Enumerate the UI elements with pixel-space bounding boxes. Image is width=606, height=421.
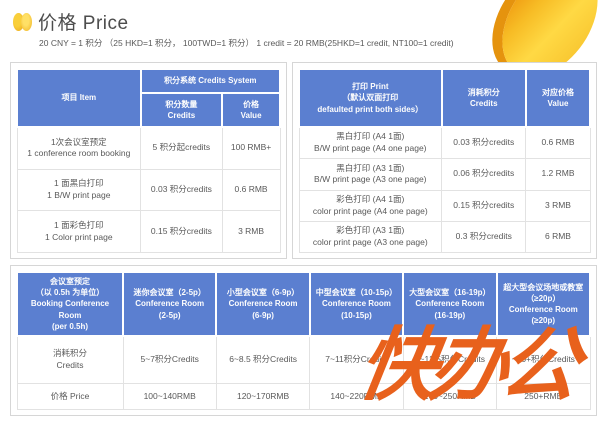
item-cell: 黑白打印 (A4 1面) B/W print page (A4 one page… <box>298 126 443 160</box>
value-cell: 1.2 RMB <box>525 158 591 191</box>
coin-back-icon <box>13 13 24 31</box>
item-cell: 彩色打印 (A3 1面) color print page (A3 one pa… <box>298 220 443 254</box>
col-header-booking: 会议室预定 （以 0.5h 为单位） Booking Conference Ro… <box>16 271 124 337</box>
item-cell: 1 面彩色打印 1 Color print page <box>16 210 142 253</box>
credits-cell: ~20+积分Credits <box>496 335 591 385</box>
credits-cell: 0.15 积分credits <box>441 189 527 222</box>
col-header-room-16-19p: 大型会议室（16-19p） Conference Room (16-19p) <box>402 271 498 337</box>
price-cell: 120~170RMB <box>215 383 311 410</box>
table-row: 1 面黑白打印 1 B/W print page 0.03 积分credits … <box>16 168 281 212</box>
col-header-credits-system: 积分系统 Credits System <box>139 68 282 94</box>
credits-cell: 6~8.5 积分Credits <box>215 335 311 385</box>
col-header-print: 打印 Print （默认双面打印 defaulted print both si… <box>298 68 443 128</box>
credits-cell: 0.15 积分credits <box>140 210 223 253</box>
price-cell: 250+RMB <box>496 383 591 410</box>
credits-cell: 0.3 积分credits <box>441 220 527 254</box>
room-booking-table: 会议室预定 （以 0.5h 为单位） Booking Conference Ro… <box>10 265 597 416</box>
table-row-credits: 消耗积分 Credits 5~7积分Credits 6~8.5 积分Credit… <box>16 335 591 385</box>
row-label: 消耗积分 Credits <box>16 335 124 385</box>
col-header-item: 项目 Item <box>16 68 142 128</box>
table-row: 黑白打印 (A4 1面) B/W print page (A4 one page… <box>298 126 591 160</box>
credits-cell: 5~7积分Credits <box>122 335 217 385</box>
kuaibangong-watermark: 快办公 <box>352 319 580 410</box>
col-header-room-10-15p: 中型会议室（10-15p） Conference Room (10-15p) <box>308 271 405 337</box>
row-label: 价格 Price <box>16 383 124 410</box>
credits-cell: 8~12.5积分Credits <box>402 335 498 385</box>
credits-cell: 0.03 积分credits <box>441 126 527 160</box>
coin-front-icon <box>21 13 32 31</box>
item-cell: 黑白打印 (A3 1面) B/W print page (A3 one page… <box>298 158 443 191</box>
value-cell: 6 RMB <box>525 220 591 254</box>
value-cell: 0.6 RMB <box>525 126 591 160</box>
col-header-room-6-9p: 小型会议室（6-9p） Conference Room (6-9p) <box>215 271 311 337</box>
table-row-price: 价格 Price 100~140RMB 120~170RMB 140~220RM… <box>16 383 591 410</box>
col-header-room-20p: 超大型会议场地或教室 （≥20p） Conference Room (≥20p) <box>495 271 592 337</box>
col-header-value: 对应价格 Value <box>524 68 592 128</box>
exchange-rate-note: 20 CNY = 1 积分 （25 HKD=1 积分， 100TWD=1 积分）… <box>39 38 454 48</box>
price-cell: 160~250RMB <box>402 383 498 410</box>
page-title: 价格 Price <box>38 13 129 34</box>
value-cell: 3 RMB <box>525 189 591 222</box>
value-cell: 100 RMB+ <box>221 126 281 170</box>
price-cell: 140~220RMB <box>309 383 404 410</box>
value-cell: 3 RMB <box>221 210 281 253</box>
item-cell: 1 面黑白打印 1 B/W print page <box>16 168 142 212</box>
col-header-credits: 消耗积分 Credits <box>440 68 527 128</box>
table-row: 彩色打印 (A3 1面) color print page (A3 one pa… <box>298 220 591 254</box>
coins-icon <box>13 13 37 32</box>
table-row: 1 面彩色打印 1 Color print page 0.15 积分credit… <box>16 210 281 253</box>
credits-cell: 5 积分起credits <box>140 126 223 170</box>
print-pricing-table: 打印 Print （默认双面打印 defaulted print both si… <box>292 62 597 259</box>
table-row: 1次会议室预定 1 conference room booking 5 积分起c… <box>16 126 281 170</box>
table-row: 黑白打印 (A3 1面) B/W print page (A3 one page… <box>298 158 591 191</box>
item-cell: 彩色打印 (A4 1面) color print page (A4 one pa… <box>298 189 443 222</box>
credits-cell: 0.03 积分credits <box>140 168 223 212</box>
item-cell: 1次会议室预定 1 conference room booking <box>16 126 142 170</box>
col-header-value: 价格 Value <box>221 92 281 128</box>
credits-system-table: 项目 Item 积分系统 Credits System 积分数量 Credits… <box>10 62 287 259</box>
col-header-room-2-5p: 迷你会议室（2-5p） Conference Room (2-5p) <box>121 271 218 337</box>
value-cell: 0.6 RMB <box>221 168 281 212</box>
table-row: 彩色打印 (A4 1面) color print page (A4 one pa… <box>298 189 591 222</box>
col-header-credits: 积分数量 Credits <box>139 92 224 128</box>
price-cell: 100~140RMB <box>122 383 217 410</box>
credits-cell: 0.06 积分credits <box>441 158 527 191</box>
